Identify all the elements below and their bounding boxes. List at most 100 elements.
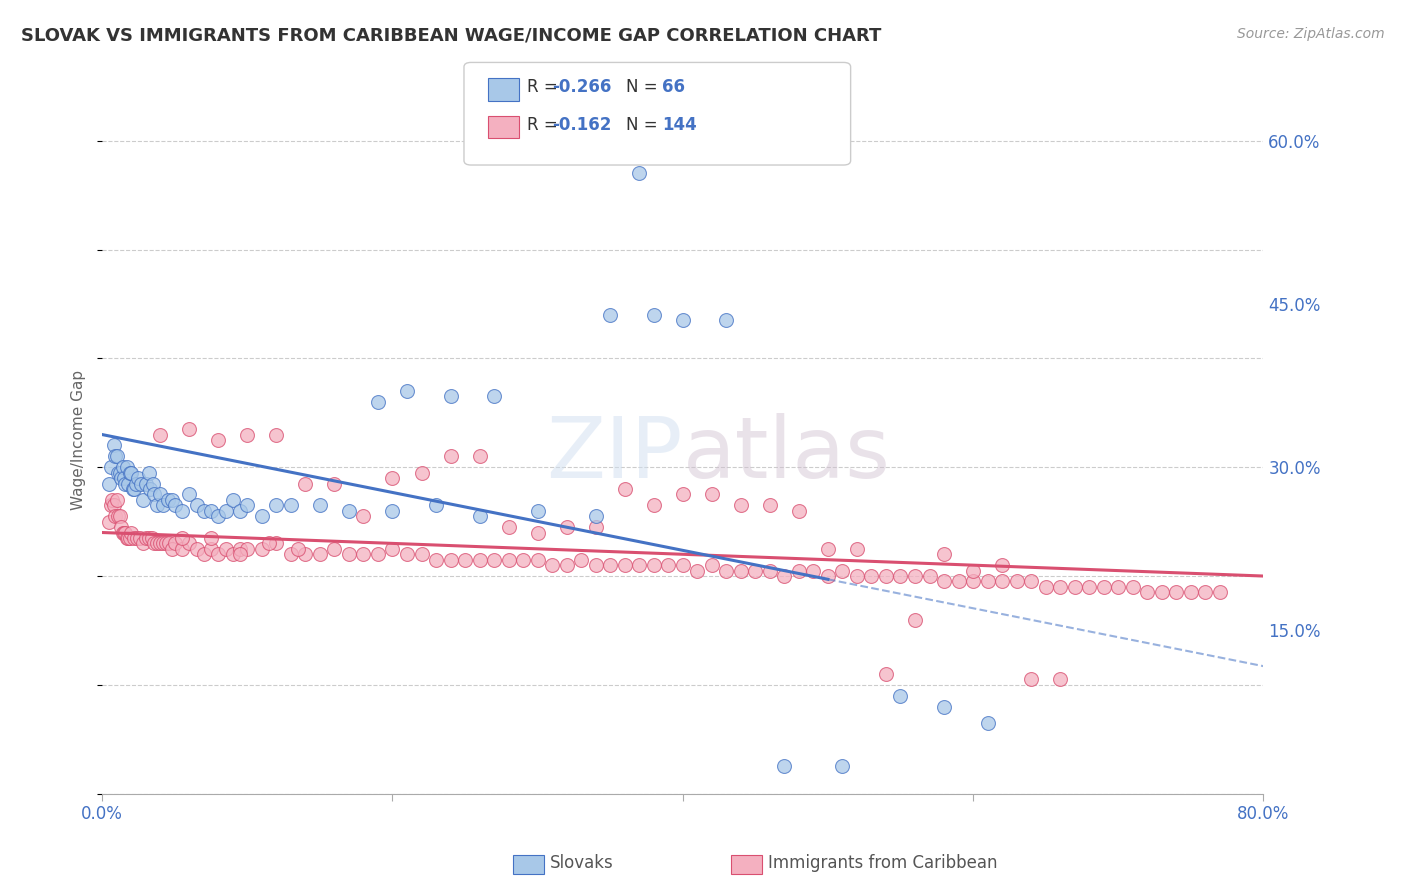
Point [526, 552, 548, 566]
Point [686, 564, 709, 578]
Point [309, 498, 332, 512]
Point [98, 476, 121, 491]
Point [482, 389, 505, 403]
Point [323, 541, 346, 556]
Point [1019, 574, 1042, 589]
Point [353, 509, 375, 524]
Point [991, 574, 1014, 589]
Point [759, 498, 782, 512]
Point [817, 569, 839, 583]
Point [101, 492, 124, 507]
Point [817, 541, 839, 556]
Point [875, 569, 897, 583]
Point [186, 498, 208, 512]
Point [889, 569, 911, 583]
Point [700, 558, 723, 573]
Point [337, 547, 360, 561]
Point [498, 552, 520, 566]
Point [787, 564, 810, 578]
Point [156, 492, 179, 507]
Point [294, 547, 316, 561]
Point [179, 422, 201, 436]
Point [179, 536, 201, 550]
Point [163, 498, 186, 512]
Text: -0.266: -0.266 [553, 78, 612, 96]
Point [787, 504, 810, 518]
Point [353, 547, 375, 561]
Point [160, 492, 183, 507]
Point [121, 482, 143, 496]
Point [1078, 580, 1101, 594]
Point [367, 547, 389, 561]
Point [498, 520, 520, 534]
Point [1166, 585, 1188, 599]
Point [643, 498, 665, 512]
Point [287, 541, 309, 556]
Point [179, 487, 201, 501]
Point [104, 450, 127, 464]
Text: 144: 144 [662, 116, 697, 134]
Point [932, 547, 955, 561]
Point [381, 541, 404, 556]
Point [512, 552, 534, 566]
Point [904, 613, 927, 627]
Point [541, 558, 564, 573]
Point [1005, 574, 1028, 589]
Point [108, 509, 131, 524]
Point [118, 466, 141, 480]
Point [117, 531, 139, 545]
Point [962, 574, 984, 589]
Point [129, 531, 152, 545]
Text: Slovaks: Slovaks [550, 855, 613, 872]
Point [831, 564, 853, 578]
Point [367, 395, 389, 409]
Point [207, 433, 229, 447]
Point [454, 552, 477, 566]
Point [1092, 580, 1115, 594]
Point [193, 547, 215, 561]
Point [117, 476, 139, 491]
Point [115, 460, 138, 475]
Point [439, 389, 461, 403]
Point [962, 564, 984, 578]
Point [100, 460, 122, 475]
Point [439, 450, 461, 464]
Point [700, 487, 723, 501]
Point [309, 547, 332, 561]
Point [482, 552, 505, 566]
Point [236, 498, 259, 512]
Point [395, 547, 418, 561]
Point [555, 558, 578, 573]
Point [266, 498, 288, 512]
Point [889, 689, 911, 703]
Point [193, 504, 215, 518]
Point [103, 438, 125, 452]
Point [157, 536, 180, 550]
Point [411, 547, 433, 561]
Point [142, 476, 165, 491]
Point [110, 471, 132, 485]
Point [207, 547, 229, 561]
Point [100, 498, 122, 512]
Text: Immigrants from Caribbean: Immigrants from Caribbean [768, 855, 997, 872]
Point [1136, 585, 1159, 599]
Point [103, 498, 125, 512]
Point [200, 531, 222, 545]
Point [131, 476, 153, 491]
Point [657, 558, 679, 573]
Point [337, 504, 360, 518]
Point [143, 536, 166, 550]
Point [381, 471, 404, 485]
Point [1049, 580, 1071, 594]
Point [111, 525, 134, 540]
Point [114, 525, 136, 540]
Point [875, 667, 897, 681]
Point [425, 498, 447, 512]
Point [250, 541, 273, 556]
Point [160, 541, 183, 556]
Text: SLOVAK VS IMMIGRANTS FROM CARIBBEAN WAGE/INCOME GAP CORRELATION CHART: SLOVAK VS IMMIGRANTS FROM CARIBBEAN WAGE… [21, 27, 882, 45]
Text: N =: N = [626, 78, 657, 96]
Point [918, 569, 941, 583]
Point [628, 166, 651, 180]
Point [266, 536, 288, 550]
